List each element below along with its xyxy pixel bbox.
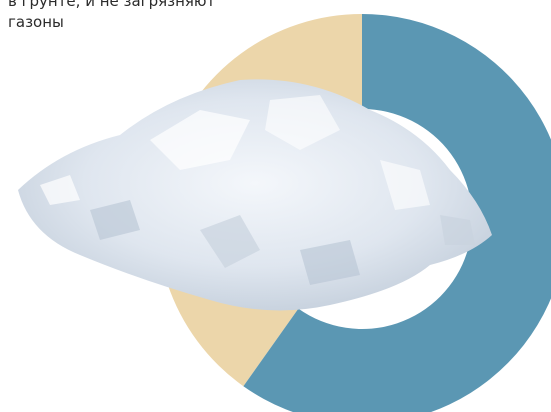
- illustration: [0, 0, 551, 412]
- caption: в грунте, и не загрязняют газоны: [8, 0, 215, 33]
- caption-line: в грунте, и не загрязняют: [8, 0, 215, 12]
- page: в грунте, и не загрязняют газоны (() => …: [0, 0, 551, 412]
- caption-line: газоны: [8, 12, 215, 33]
